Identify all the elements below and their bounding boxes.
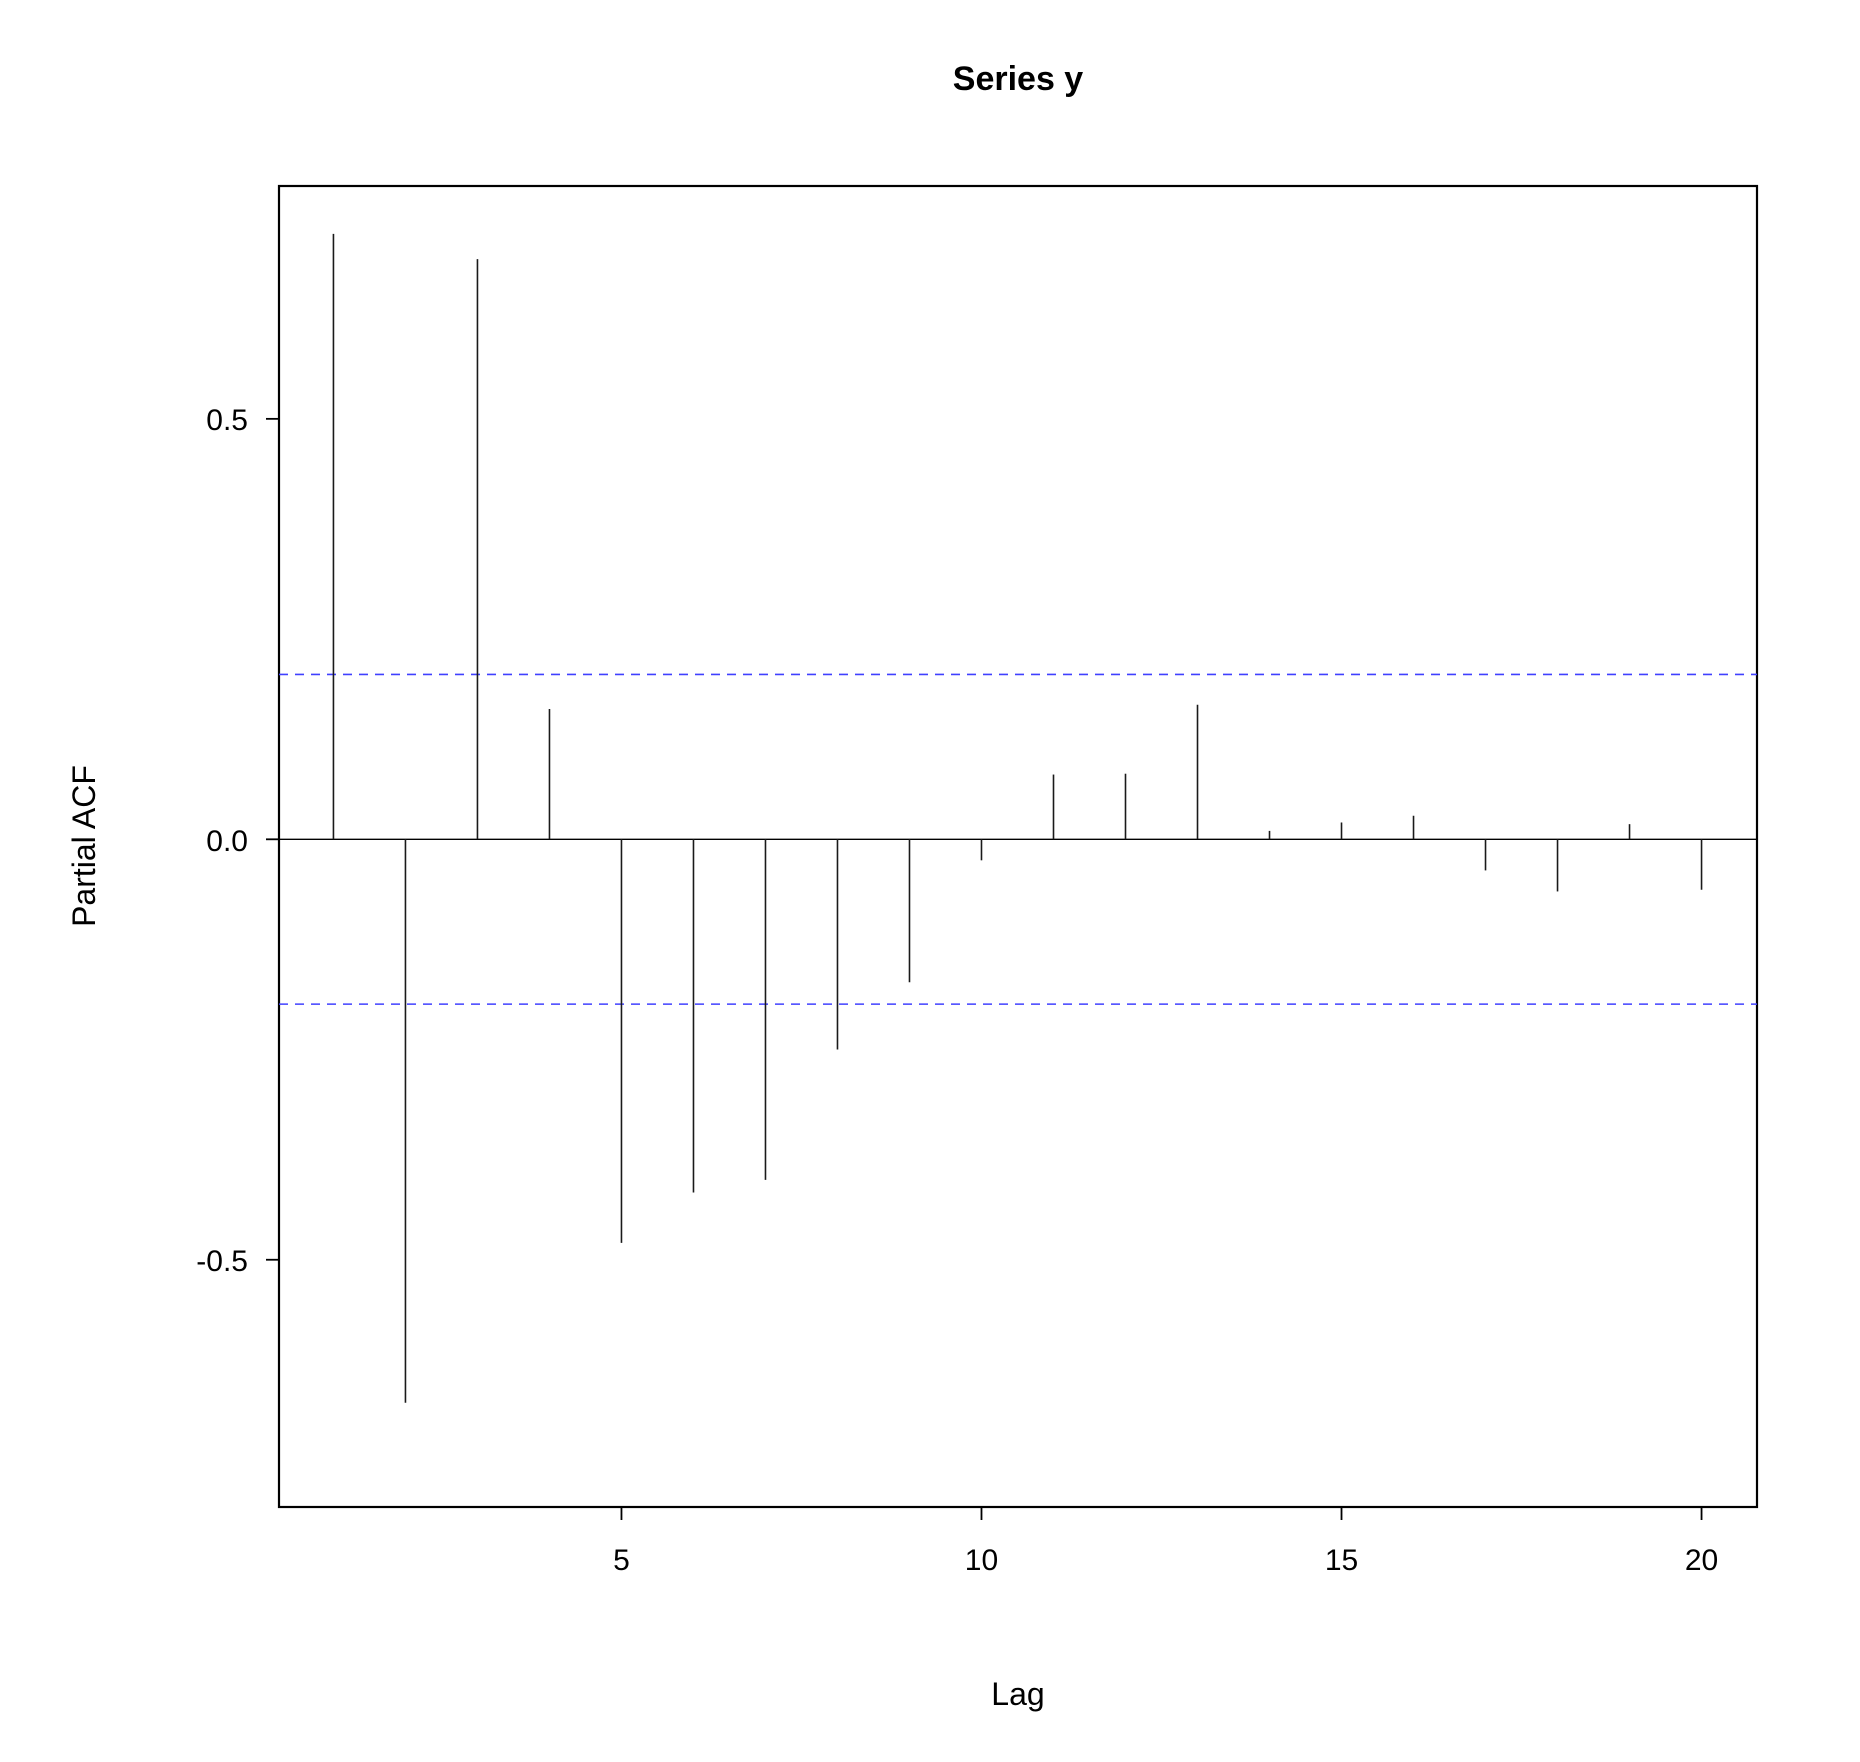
svg-text:Partial ACF: Partial ACF: [66, 765, 102, 927]
svg-text:0.5: 0.5: [206, 404, 248, 437]
svg-text:0.0: 0.0: [206, 825, 248, 858]
svg-text:20: 20: [1685, 1544, 1718, 1577]
svg-text:5: 5: [613, 1544, 630, 1577]
svg-text:10: 10: [965, 1544, 998, 1577]
svg-text:15: 15: [1325, 1544, 1358, 1577]
svg-text:-0.5: -0.5: [196, 1245, 248, 1278]
svg-text:Series y: Series y: [953, 60, 1084, 98]
svg-text:Lag: Lag: [991, 1676, 1044, 1712]
